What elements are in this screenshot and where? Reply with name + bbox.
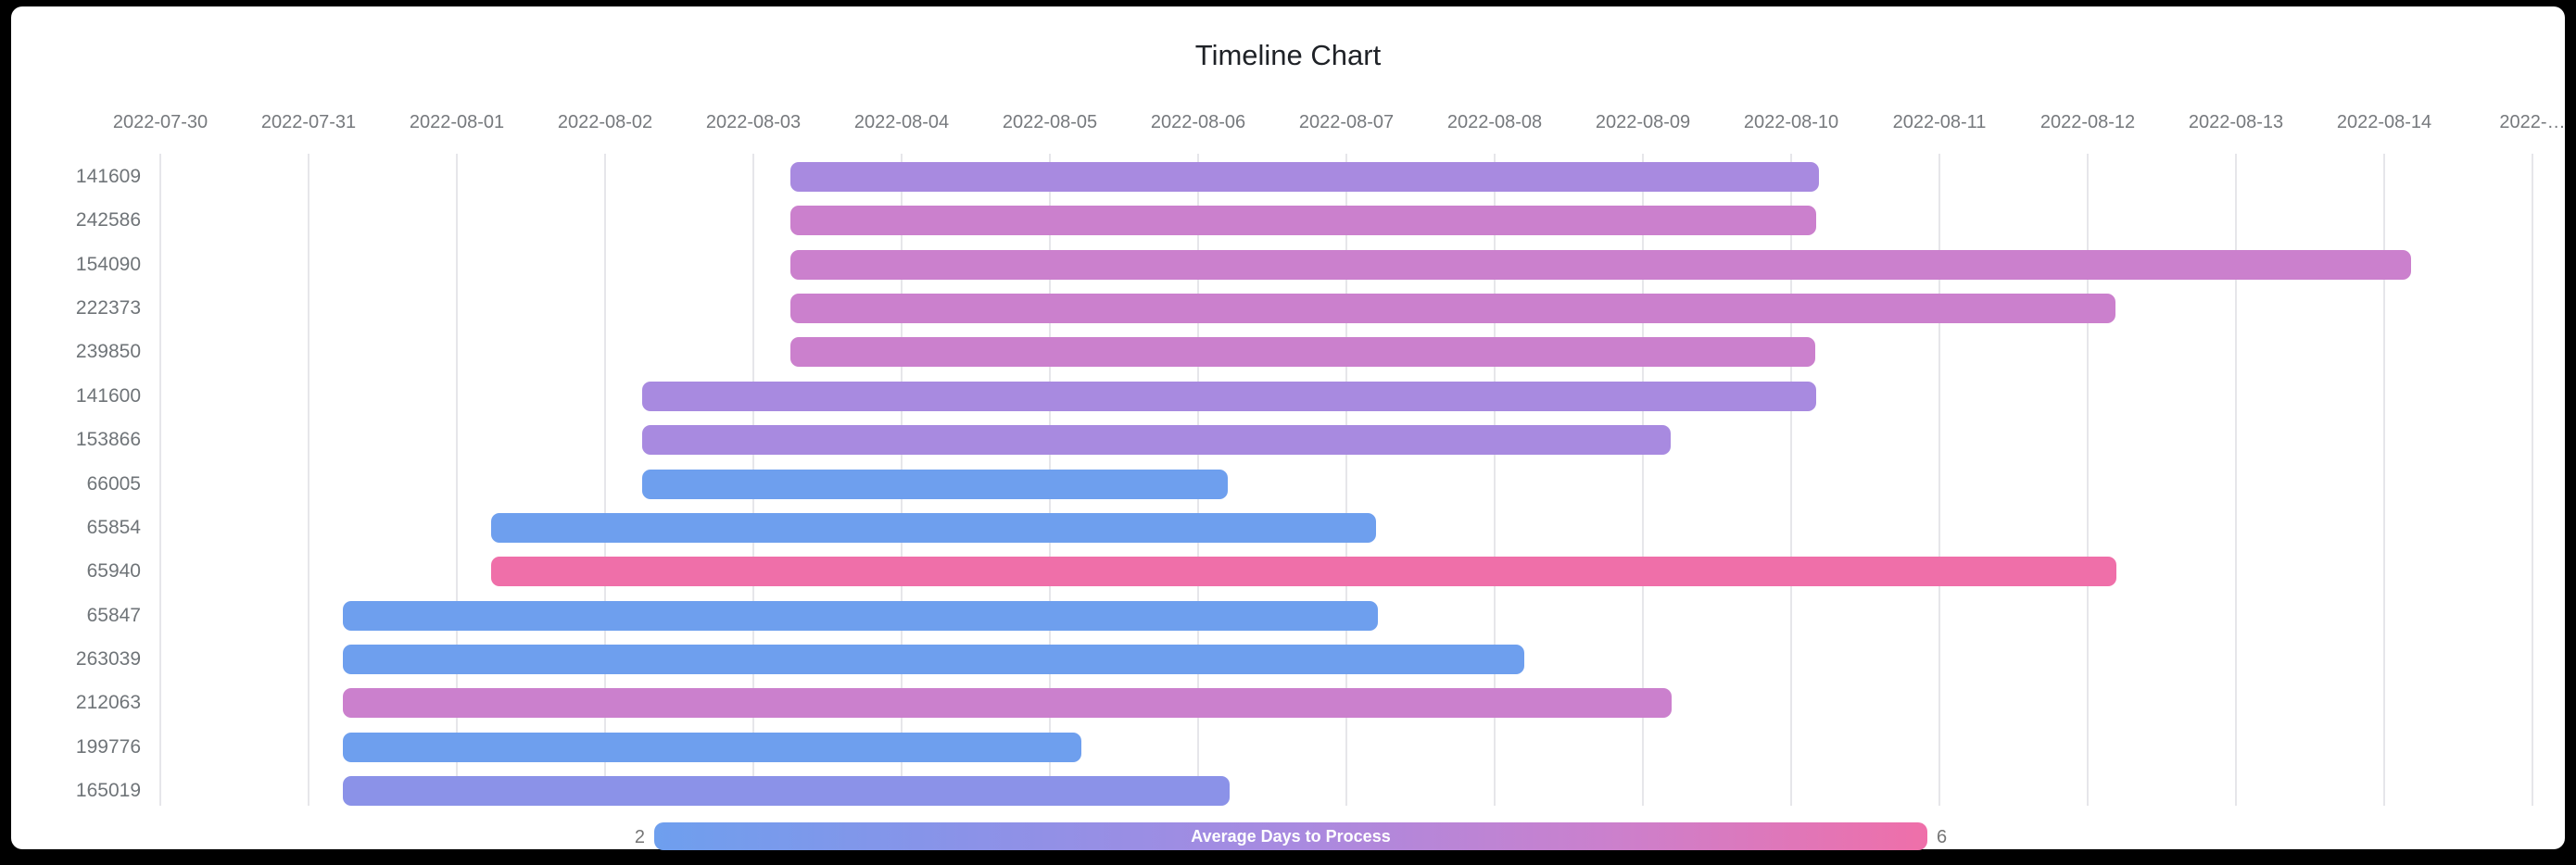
x-tick-label: 2022-08-06: [1150, 112, 1246, 132]
timeline-bar[interactable]: [343, 601, 1378, 631]
gridline: [1790, 154, 1792, 806]
y-axis-label: 141609: [75, 166, 141, 187]
y-axis-label: 65854: [86, 517, 141, 538]
timeline-bar[interactable]: [642, 425, 1671, 455]
gridline: [2383, 154, 2385, 806]
gridline: [2532, 154, 2533, 806]
y-axis-label: 263039: [75, 648, 141, 670]
timeline-bar[interactable]: [642, 470, 1228, 499]
y-axis-label: 222373: [75, 297, 141, 319]
gridline: [159, 154, 161, 806]
timeline-bar[interactable]: [642, 382, 1816, 411]
timeline-bar[interactable]: [790, 250, 2411, 280]
legend-min-value: 2: [634, 827, 645, 847]
x-tick-label: 2022-08-08: [1446, 112, 1543, 132]
chart-title: Timeline Chart: [1194, 39, 1382, 71]
gridline: [1494, 154, 1496, 806]
gridline: [604, 154, 606, 806]
x-tick-label: 2022-08-05: [1002, 112, 1098, 132]
gridline: [2235, 154, 2237, 806]
x-tick-label: 2022-07-31: [260, 112, 357, 132]
x-tick-label: 2022-08-07: [1298, 112, 1395, 132]
x-tick-label: 2022-…: [2499, 112, 2566, 132]
y-axis-label: 154090: [75, 254, 141, 275]
x-tick-label: 2022-08-13: [2188, 112, 2284, 132]
y-axis-label: 65847: [86, 605, 141, 626]
x-tick-label: 2022-07-30: [112, 112, 208, 132]
y-axis-label: 239850: [75, 341, 141, 362]
y-axis-label: 65940: [86, 560, 141, 582]
y-axis-label: 165019: [75, 780, 141, 801]
x-tick-label: 2022-08-04: [853, 112, 950, 132]
gridline: [456, 154, 458, 806]
x-tick-label: 2022-08-12: [2039, 112, 2136, 132]
y-axis-label: 66005: [86, 473, 141, 495]
x-tick-label: 2022-08-11: [1892, 112, 1987, 132]
x-tick-label: 2022-08-01: [409, 112, 505, 132]
x-tick-label: 2022-08-02: [557, 112, 653, 132]
gridline: [308, 154, 309, 806]
timeline-bar[interactable]: [491, 513, 1376, 543]
timeline-bar[interactable]: [790, 162, 1819, 192]
timeline-bar[interactable]: [343, 688, 1672, 718]
x-tick-label: 2022-08-10: [1743, 112, 1839, 132]
legend-label: Average Days to Process: [1191, 827, 1391, 846]
legend-max-value: 6: [1937, 827, 1948, 847]
timeline-bar[interactable]: [343, 733, 1081, 762]
gridline: [1345, 154, 1347, 806]
x-tick-label: 2022-08-03: [705, 112, 802, 132]
timeline-bar[interactable]: [343, 645, 1524, 674]
y-axis-label: 212063: [75, 692, 141, 713]
timeline-bar[interactable]: [343, 776, 1230, 806]
x-tick-label: 2022-08-09: [1595, 112, 1691, 132]
gridline: [1938, 154, 1940, 806]
y-axis-label: 153866: [75, 429, 141, 450]
gridline: [1642, 154, 1644, 806]
timeline-bar[interactable]: [790, 337, 1815, 367]
y-axis-label: 242586: [75, 209, 141, 231]
timeline-bar[interactable]: [491, 557, 2116, 586]
gridline: [2087, 154, 2089, 806]
y-axis-label: 199776: [75, 736, 141, 758]
timeline-bar[interactable]: [790, 294, 2115, 323]
y-axis-label: 141600: [75, 385, 141, 407]
timeline-bar[interactable]: [790, 206, 1816, 235]
legend-colorbar: Average Days to Process: [654, 822, 1927, 850]
x-tick-label: 2022-08-14: [2336, 112, 2432, 132]
